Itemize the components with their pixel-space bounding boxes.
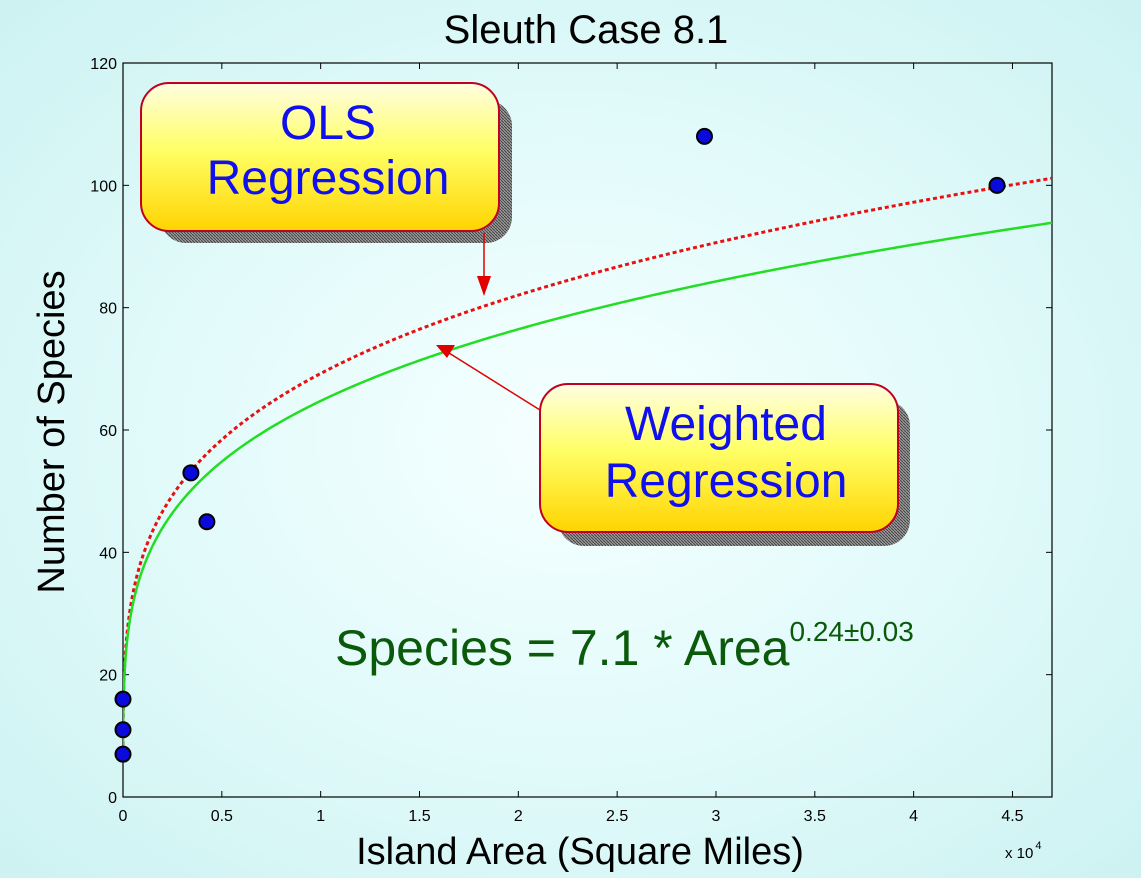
ols-callout-line-1: OLS [280,97,376,150]
x-tick-label: 4.5 [1001,808,1023,825]
x-tick-label: 2.5 [606,808,628,825]
x-tick-label: 0 [119,808,128,825]
ols-callout-box [140,82,500,232]
weighted-callout: Weighted Regression [436,345,910,546]
x-tick-label: 0.5 [211,808,233,825]
regression-curves [123,176,1052,754]
ols-arrow-head [477,276,491,296]
y-tick-label: 0 [108,790,117,807]
x-tick-label: 3 [712,808,721,825]
weighted-regression-curve [123,221,1052,754]
data-point [114,721,132,739]
weighted-callout-box [539,383,899,533]
data-point [988,176,1006,194]
data-point [114,745,132,763]
data-point [182,464,200,482]
weighted-arrow-shaft [448,352,541,411]
ols-callout: OLS Regression [140,82,512,296]
data-point [114,690,132,708]
y-tick-label: 100 [90,178,117,195]
x-tick-label: 4 [909,808,918,825]
x-tick-label: 1.5 [408,808,430,825]
data-point [695,127,713,145]
equation-main: Species = 7.1 * Area [335,620,790,676]
data-point [198,513,216,531]
y-axis-label: Number of Species [31,270,73,593]
data-points [114,127,1006,763]
y-axis-ticks: 0 20 40 60 80 100 120 [90,56,1052,807]
y-tick-label: 20 [99,668,117,685]
ols-callout-line-2: Regression [207,152,450,205]
y-tick-label: 60 [99,423,117,440]
weighted-arrow-head [436,345,455,358]
y-tick-label: 80 [99,301,117,318]
x-tick-label: 3.5 [804,808,826,825]
weighted-callout-line-1: Weighted [625,398,827,451]
regression-equation: Species = 7.1 * Area0.24±0.03 [335,616,914,676]
x-axis-label: Island Area (Square Miles) [356,831,804,873]
x-axis-ticks: 0 0.5 1 1.5 2 2.5 3 3.5 4 4.5 [119,63,1024,825]
weighted-callout-line-2: Regression [605,455,848,508]
y-tick-label: 40 [99,545,117,562]
equation-exponent: 0.24±0.03 [789,616,913,647]
x-tick-label: 1 [316,808,325,825]
chart-title: Sleuth Case 8.1 [444,8,729,52]
x-axis-multiplier: x 10 4 [1005,840,1041,862]
ols-regression-curve [123,176,1052,753]
x-tick-label: 2 [514,808,523,825]
y-tick-label: 120 [90,56,117,73]
